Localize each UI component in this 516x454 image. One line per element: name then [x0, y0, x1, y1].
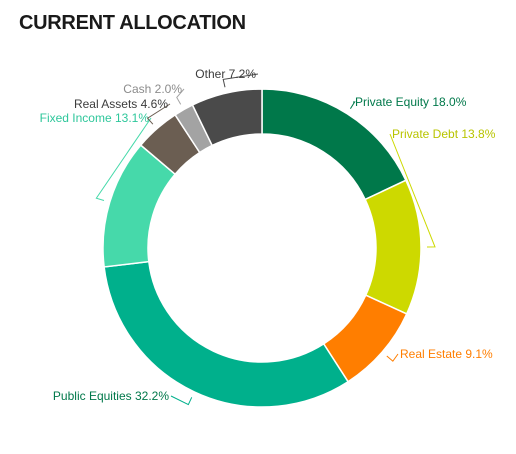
label-private-equity: Private Equity 18.0%	[355, 95, 467, 109]
label-fixed-income: Fixed Income 13.1%	[40, 111, 150, 125]
leader-other	[222, 73, 259, 88]
leader-cash	[176, 88, 185, 105]
leader-fixed-income	[95, 117, 152, 201]
label-other: Other 7.2%	[195, 67, 256, 81]
label-public-equities: Public Equities 32.2%	[53, 389, 169, 403]
label-cash: Cash 2.0%	[123, 82, 182, 96]
leader-real-assets	[146, 103, 171, 125]
leader-private-debt	[389, 133, 436, 248]
slice-public-equities	[103, 260, 350, 408]
leader-public-equities	[170, 395, 193, 406]
label-real-assets: Real Assets 4.6%	[74, 97, 168, 111]
label-real-estate: Real Estate 9.1%	[400, 347, 493, 361]
chart-title: CURRENT ALLOCATION	[19, 12, 246, 34]
slice-other	[191, 88, 263, 147]
label-private-debt: Private Debt 13.8%	[392, 127, 496, 141]
leader-real-estate	[386, 353, 399, 362]
leader-private-equity	[349, 101, 356, 109]
slice-private-debt	[364, 179, 422, 315]
